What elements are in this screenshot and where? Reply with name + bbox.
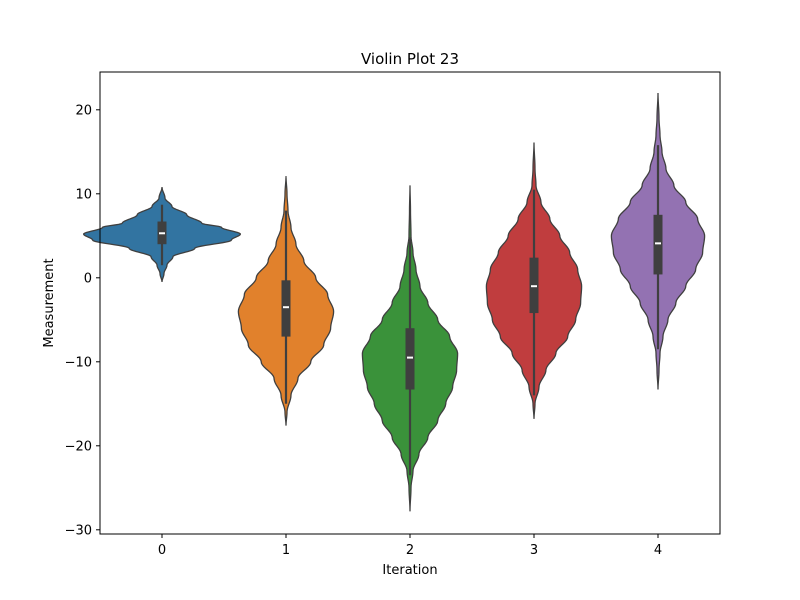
violins-layer [83,92,706,512]
y-tick-label: 20 [75,103,92,118]
chart-title: Violin Plot 23 [361,50,459,68]
y-tick-label: 10 [75,187,92,202]
y-axis-label: Measurement [42,258,57,347]
x-tick-label: 2 [406,543,414,558]
x-axis: 0 1 2 3 4 [158,534,662,558]
iqr-box-4 [653,214,663,275]
y-tick-label: −20 [65,439,92,454]
x-tick-label: 4 [654,543,662,558]
x-tick-label: 0 [158,543,166,558]
y-tick-label: −10 [65,355,92,370]
y-tick-label: −30 [65,523,92,538]
iqr-box-2 [405,328,415,390]
y-tick-label: 0 [84,271,92,286]
iqr-box-1 [281,280,291,337]
y-axis: 20 10 0 −10 −20 −30 [65,103,100,538]
x-axis-label: Iteration [382,563,437,578]
x-tick-label: 1 [282,543,290,558]
x-tick-label: 3 [530,543,538,558]
boxes-layer [157,145,663,476]
